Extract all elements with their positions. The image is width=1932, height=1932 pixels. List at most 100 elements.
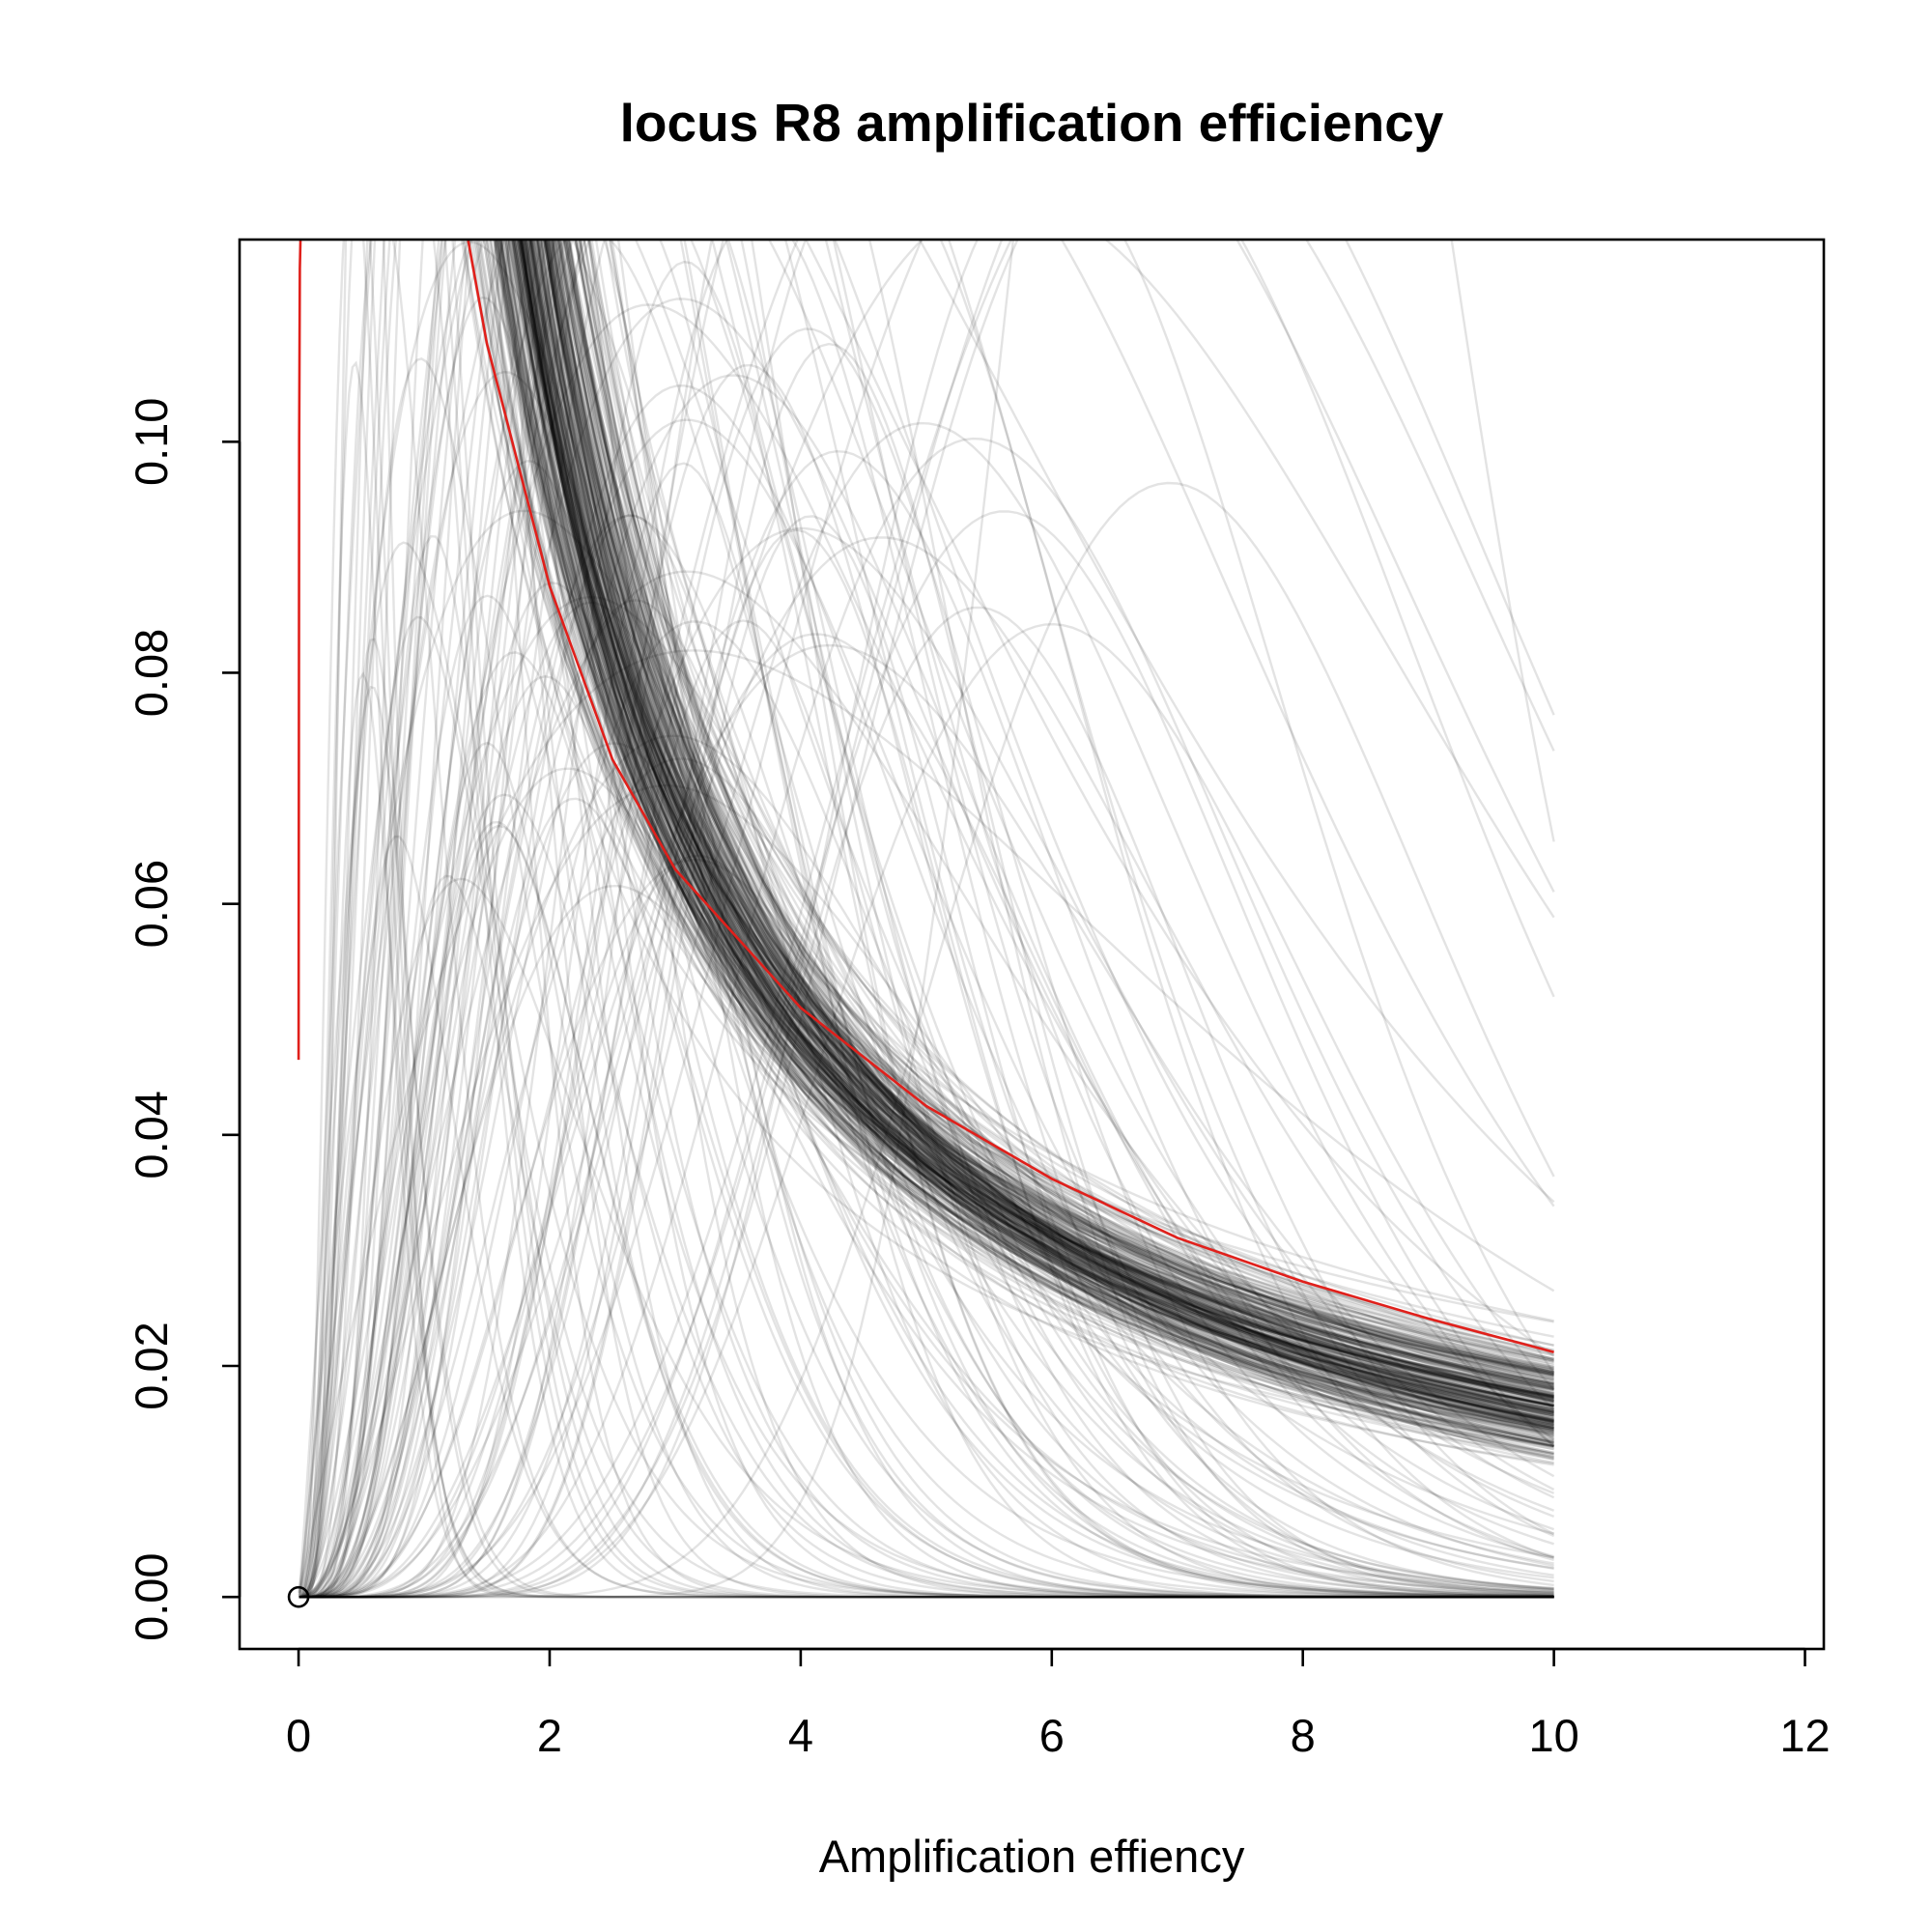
sample-curve [495,240,1554,1378]
sample-curve [507,240,1554,1375]
sample-curve [517,240,1554,1433]
y-tick-label: 0.00 [126,1552,177,1640]
sample-curve [493,240,1554,1413]
sample-curve [513,240,1554,1322]
sample-curve [543,240,1554,1454]
y-tick-label: 0.08 [126,629,177,717]
sample-curve [574,240,1554,1407]
sample-curve [502,240,1554,1385]
sample-curve [298,449,1554,1599]
sample-curve [298,462,1554,1599]
x-tick-label: 10 [1528,1710,1578,1761]
sample-curve [298,240,1555,1596]
sample-curve [528,240,1554,1451]
x-axis: 0 2 4 6 8 10 12 [286,1647,1831,1761]
sample-curve [530,240,1554,1407]
sample-curve [526,240,1554,1392]
sample-curve [513,240,1554,1432]
sample-curve [516,240,1554,1407]
sample-curve [519,240,1554,1399]
sample-curve [528,240,1554,1424]
sample-curve [546,240,1554,1399]
sample-curve [539,240,1554,1456]
sample-curve [538,240,1554,1405]
sample-curve [513,240,1554,1431]
sample-curve [550,240,1554,1385]
sample-curve [298,240,1554,1599]
y-axis: 0.00 0.02 0.04 0.06 0.08 0.10 [126,398,242,1641]
sample-curve [298,835,1554,1599]
sample-curve [526,240,1554,1374]
sample-curve [298,859,1554,1599]
sample-curve [298,298,1554,1599]
sample-curve [485,240,1554,1407]
x-tick-label: 12 [1779,1710,1830,1761]
sample-curve [298,536,1555,1599]
sample-curve [298,240,1555,1599]
sample-curve [298,240,1554,1599]
sample-curve [298,643,1555,1599]
sample-curve [468,240,1554,1389]
sample-curve [514,240,1554,1427]
sample-curve [298,649,1555,1596]
sample-curve [298,240,1554,1599]
sample-curve [298,240,1554,1599]
sample-curve [493,240,1554,1385]
sample-curve [525,240,1554,1379]
sample-curve [525,240,1554,1430]
sample-curve [582,240,1554,1399]
sample-curve [298,240,1554,1599]
sample-curve [298,240,1554,1599]
sample-curve [527,240,1554,1400]
sample-curve [539,240,1554,1430]
sample-curve [298,515,1554,1599]
sample-curve [576,240,1554,1456]
sample-curve [550,240,1554,1386]
sample-curve [554,240,1554,1427]
sample-curve [556,240,1554,1361]
sample-curve [531,240,1554,1386]
sample-curve [587,240,1554,1460]
sample-curve [513,240,1554,1391]
sample-curve [298,685,1554,1599]
sample-curve [486,240,1554,1361]
sample-curve [298,767,1554,1599]
sample-curve [580,240,1554,1447]
sample-curve [497,240,1554,1397]
sample-curve [526,240,1554,1446]
sample-curve [298,240,1554,1598]
sample-curve [535,240,1554,1403]
sample-curve [298,757,1554,1599]
sample-curve [518,240,1554,1398]
sample-curve [518,240,1554,1415]
sample-curve [298,240,1554,1599]
sample-curve [298,342,1554,1599]
sample-curve [530,240,1554,1422]
sample-curve [547,240,1554,1424]
sample-curve [547,240,1554,1429]
sample-curve [476,240,1554,1377]
sample-curve [494,240,1554,1369]
sample-curve [545,240,1554,1444]
sample-curve [568,240,1554,1431]
sample-curve [500,240,1554,1406]
sample-curve [298,240,1554,1599]
sample-curve [509,240,1554,1427]
sample-curve [497,240,1554,1381]
sample-curve [517,240,1554,1421]
sample-curve [498,240,1554,1404]
mean-curve-group [297,240,1554,1353]
sample-curve [499,240,1554,1394]
sample-curve [298,742,1554,1599]
sample-curve [527,240,1554,1407]
sample-curve [516,240,1554,1362]
sample-curve [538,240,1554,1409]
sample-curve [493,240,1554,1380]
sample-curve [524,240,1554,1444]
sample-curve [519,240,1554,1401]
sample-curve [298,240,1554,1599]
sample-curve [521,240,1554,1435]
sample-curve [532,240,1554,1377]
sample-curve [518,240,1554,1377]
sample-curve [516,240,1554,1401]
